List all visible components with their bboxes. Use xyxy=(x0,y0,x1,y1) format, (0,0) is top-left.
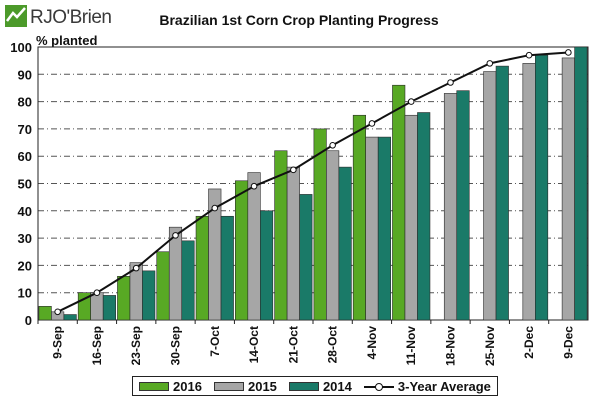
x-tick-label: 30-Sep xyxy=(169,326,183,365)
y-tick-label: 10 xyxy=(18,286,32,301)
line-3yr-average xyxy=(57,51,569,313)
point-3yr-average xyxy=(486,60,494,67)
y-tick-label: 30 xyxy=(18,231,32,246)
bar-2015 xyxy=(247,172,261,321)
point-3yr-average xyxy=(132,264,140,272)
bar-2014 xyxy=(181,240,195,321)
bar-2014 xyxy=(142,270,156,321)
x-tick-label: 9-Sep xyxy=(51,326,65,359)
bar-2016 xyxy=(156,251,170,321)
bar-2015 xyxy=(522,63,536,321)
point-3yr-average xyxy=(290,166,297,174)
bar-2014 xyxy=(102,295,116,321)
y-tick-label: 70 xyxy=(18,122,32,137)
y-tick-label: 80 xyxy=(18,95,32,110)
logo-mark-icon xyxy=(5,5,27,27)
bar-2015 xyxy=(365,136,379,321)
point-3yr-average xyxy=(54,308,61,316)
rjo-brien-logo: RJO'Brien xyxy=(4,4,114,30)
point-3yr-average xyxy=(565,49,572,56)
legend-item-2016: 2016 xyxy=(139,379,202,394)
bar-2014 xyxy=(456,90,470,321)
bar-2016 xyxy=(313,128,327,321)
y-tick-label: 50 xyxy=(18,177,32,192)
y-tick-label: 100 xyxy=(10,40,32,55)
x-tick-label: 7-Oct xyxy=(208,326,222,357)
x-tick-label: 23-Sep xyxy=(129,326,143,365)
bar-2014 xyxy=(63,314,77,321)
chart-legend: 2016 2015 2014 3-Year Average xyxy=(132,376,498,396)
y-axis-label: % planted xyxy=(36,33,98,48)
x-tick-label: 11-Nov xyxy=(404,326,418,366)
bar-2016 xyxy=(38,306,52,321)
point-3yr-average xyxy=(447,79,454,86)
bar-2014 xyxy=(260,210,274,321)
x-tick-label: 14-Oct xyxy=(247,326,261,363)
legend-label-2016: 2016 xyxy=(173,378,202,394)
point-3yr-average xyxy=(172,232,179,239)
x-tick-label: 25-Nov xyxy=(483,326,497,366)
y-tick-label: 0 xyxy=(25,313,32,328)
legend-item-2015: 2015 xyxy=(213,378,277,394)
bar-2015 xyxy=(90,292,104,321)
bar-2015 xyxy=(443,93,458,321)
x-tick-label: 18-Nov xyxy=(444,326,458,366)
bar-2015 xyxy=(483,71,497,321)
y-tick-label: 60 xyxy=(18,149,32,164)
bar-2014 xyxy=(574,46,588,321)
point-3yr-average xyxy=(368,120,376,127)
bar-2015 xyxy=(404,114,418,321)
bar-2014 xyxy=(495,65,509,321)
legend-item-2014: 2014 xyxy=(288,378,352,394)
bar-2015 xyxy=(286,166,300,321)
bar-2014 xyxy=(299,194,313,321)
point-3yr-average xyxy=(525,51,533,59)
bar-2015 xyxy=(326,150,340,321)
bar-2015 xyxy=(561,57,575,321)
point-3yr-average xyxy=(407,98,415,105)
x-tick-label: 4-Nov xyxy=(365,326,379,360)
legend-line-3yr-average xyxy=(363,382,394,391)
x-tick-label: 2-Dec xyxy=(522,326,536,359)
y-tick-label: 40 xyxy=(18,204,32,219)
bar-2016 xyxy=(195,215,209,321)
chart-title: Brazilian 1st Corn Crop Planting Progres… xyxy=(159,12,439,28)
x-tick-label: 21-Oct xyxy=(286,326,300,363)
bar-2014 xyxy=(338,166,352,321)
point-3yr-average xyxy=(211,204,219,212)
bar-2014 xyxy=(377,136,391,321)
legend-swatch-2016 xyxy=(139,381,170,391)
point-3yr-average xyxy=(93,289,101,297)
bar-2014 xyxy=(417,112,431,321)
bar-2016 xyxy=(392,84,406,321)
y-tick-label: 90 xyxy=(18,67,32,82)
legend-item-3yr-average: 3-Year Average xyxy=(363,378,491,394)
legend-label-3yr-average: 3-Year Average xyxy=(397,378,491,394)
point-3yr-average xyxy=(250,182,258,190)
bar-2014 xyxy=(220,215,234,321)
bar-2016 xyxy=(235,180,249,321)
y-tick-label: 20 xyxy=(18,258,32,273)
x-tick-label: 28-Oct xyxy=(326,326,340,363)
bar-2014 xyxy=(535,54,549,321)
legend-label-2015: 2015 xyxy=(247,378,277,394)
point-3yr-average xyxy=(329,141,336,149)
legend-swatch-2015 xyxy=(213,381,244,391)
bar-2016 xyxy=(117,276,131,321)
x-tick-label: 9-Dec xyxy=(561,326,575,359)
bar-2016 xyxy=(352,114,366,321)
legend-swatch-2014 xyxy=(288,381,319,391)
logo-text: RJO'Brien xyxy=(30,7,112,28)
bar-2015 xyxy=(168,226,183,321)
x-tick-label: 16-Sep xyxy=(90,326,104,365)
legend-label-2014: 2014 xyxy=(322,378,352,394)
